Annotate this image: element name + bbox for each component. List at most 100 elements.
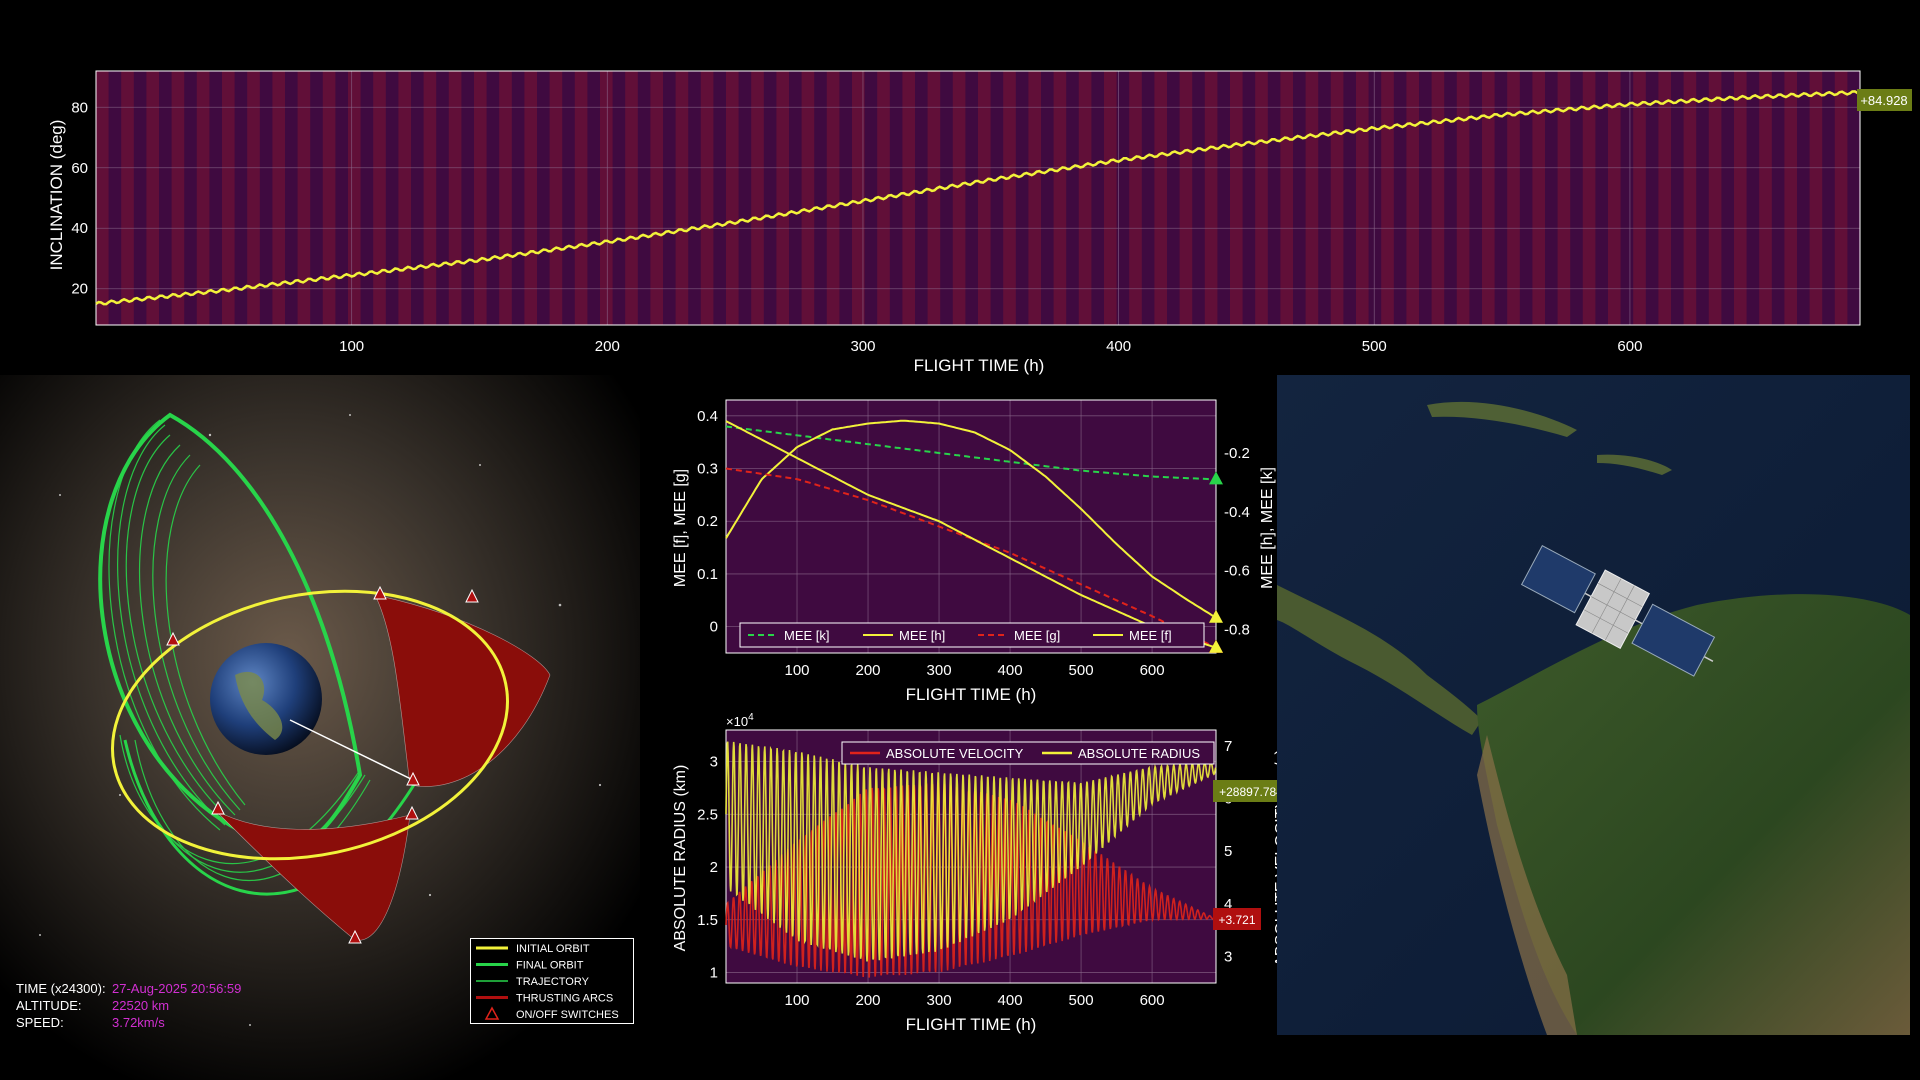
thrust-stripe bbox=[928, 71, 941, 325]
thrust-stripe bbox=[726, 71, 739, 325]
thrust-stripe bbox=[524, 71, 537, 325]
thrust-stripe bbox=[1482, 71, 1495, 325]
hud-readout: TIME (x24300): 27-Aug-2025 20:56:59 ALTIT… bbox=[16, 980, 241, 1031]
speed-label: SPEED: bbox=[16, 1014, 112, 1031]
svg-text:+3.721: +3.721 bbox=[1218, 913, 1255, 927]
x-tick-label: 600 bbox=[1140, 662, 1165, 679]
earth bbox=[210, 643, 322, 755]
x-tick-label: 500 bbox=[1069, 992, 1094, 1009]
mee-ylabel-right: MEE [h], MEE [k] bbox=[1259, 467, 1276, 589]
thrust-stripe bbox=[1709, 71, 1722, 325]
thrust-stripe bbox=[1810, 71, 1823, 325]
x-tick-label: 600 bbox=[1140, 992, 1165, 1009]
y-tick-label: 0.1 bbox=[697, 566, 718, 583]
x-tick-label: 200 bbox=[595, 338, 620, 355]
thrust-stripe bbox=[978, 71, 991, 325]
thrust-stripe bbox=[1180, 71, 1193, 325]
x-tick-label: 300 bbox=[850, 338, 875, 355]
thrust-stripe bbox=[1684, 71, 1697, 325]
legend-label: MEE [g] bbox=[1014, 628, 1060, 643]
mee-ylabel-left: MEE [f], MEE [g] bbox=[672, 469, 689, 587]
thrust-stripe bbox=[1205, 71, 1218, 325]
orbit-legend-label: THRUSTING ARCS bbox=[516, 993, 613, 1005]
y-tick-label: 20 bbox=[71, 281, 88, 298]
x-tick-label: 400 bbox=[998, 662, 1023, 679]
thrust-stripe bbox=[676, 71, 689, 325]
time-value: 27-Aug-2025 20:56:59 bbox=[112, 980, 241, 997]
thrust-stripe bbox=[575, 71, 588, 325]
thrust-stripe bbox=[827, 71, 840, 325]
thrust-stripe bbox=[751, 71, 764, 325]
inclination-ylabel: INCLINATION (deg) bbox=[47, 120, 66, 271]
thrust-stripe bbox=[424, 71, 437, 325]
vr-xlabel: FLIGHT TIME (h) bbox=[906, 1015, 1037, 1034]
ground-view[interactable] bbox=[1277, 375, 1910, 1035]
thrust-stripe bbox=[298, 71, 311, 325]
thrust-stripe bbox=[222, 71, 235, 325]
thrust-stripe bbox=[600, 71, 613, 325]
velocity-end-tag: +3.721 bbox=[1213, 908, 1261, 930]
thrust-stripe bbox=[197, 71, 210, 325]
inclination-end-tag: +84.928 bbox=[1857, 89, 1912, 111]
y-tick-label: 40 bbox=[71, 220, 88, 237]
y-tick-label: 0.3 bbox=[697, 461, 718, 478]
orbit-legend: INITIAL ORBIT FINAL ORBIT TRAJECTORY THRUST… bbox=[470, 938, 634, 1024]
y-tick-label: 80 bbox=[71, 99, 88, 116]
vr-exponent: ×104 bbox=[726, 712, 754, 729]
plot-area bbox=[726, 400, 1216, 653]
thrust-stripe bbox=[1608, 71, 1621, 325]
thrust-stripe bbox=[902, 71, 915, 325]
legend-label: MEE [k] bbox=[784, 628, 830, 643]
y-tick-label-right: -0.6 bbox=[1224, 563, 1250, 580]
y-tick-label: 60 bbox=[71, 160, 88, 177]
thrust-stripe bbox=[373, 71, 386, 325]
thrust-stripe bbox=[1507, 71, 1520, 325]
thrust-stripe bbox=[1633, 71, 1646, 325]
thrust-stripe bbox=[1432, 71, 1445, 325]
thrust-stripe bbox=[1104, 71, 1117, 325]
legend-label: ABSOLUTE RADIUS bbox=[1078, 746, 1200, 761]
orbit-legend-label: TRAJECTORY bbox=[516, 976, 590, 988]
x-tick-label: 600 bbox=[1617, 338, 1642, 355]
y-tick-label: 2 bbox=[710, 859, 718, 876]
thrust-stripe bbox=[172, 71, 185, 325]
thrust-stripe bbox=[1154, 71, 1167, 325]
inclination-chart: INCLINATION (deg) FLIGHT TIME (h) 100 200… bbox=[0, 0, 1920, 380]
y-tick-label: 0 bbox=[710, 619, 718, 636]
thrust-stripe bbox=[1835, 71, 1848, 325]
thrust-stripe bbox=[96, 71, 109, 325]
inclination-xlabel: FLIGHT TIME (h) bbox=[914, 356, 1045, 375]
svg-text:+84.928: +84.928 bbox=[1860, 93, 1907, 108]
thrust-stripe bbox=[474, 71, 487, 325]
thrust-stripe bbox=[802, 71, 815, 325]
y-tick-label-right: -0.4 bbox=[1224, 504, 1250, 521]
y-tick-label-right: -0.2 bbox=[1224, 445, 1250, 462]
thrust-stripe bbox=[1457, 71, 1470, 325]
thrust-stripe bbox=[1331, 71, 1344, 325]
orbit-legend-label: INITIAL ORBIT bbox=[516, 943, 590, 955]
legend-label: MEE [f] bbox=[1129, 628, 1172, 643]
thrust-stripe bbox=[323, 71, 336, 325]
orbit-legend-label: ON/OFF SWITCHES bbox=[516, 1009, 619, 1021]
y-tick-label: 3 bbox=[710, 754, 718, 771]
y-tick-label-right: 5 bbox=[1224, 843, 1232, 860]
thrust-stripe bbox=[1280, 71, 1293, 325]
thrust-stripe bbox=[1003, 71, 1016, 325]
vr-legend: ABSOLUTE VELOCITY ABSOLUTE RADIUS bbox=[842, 742, 1214, 764]
thrust-stripe bbox=[1129, 71, 1142, 325]
y-tick-label-right: 7 bbox=[1224, 738, 1232, 755]
thrust-stripe bbox=[1658, 71, 1671, 325]
thrust-stripe bbox=[1255, 71, 1268, 325]
svg-text:+28897.784: +28897.784 bbox=[1219, 785, 1283, 799]
mee-legend: MEE [k] MEE [h] MEE [g] MEE [f] bbox=[740, 623, 1204, 647]
legend-label: MEE [h] bbox=[899, 628, 945, 643]
thrust-stripe bbox=[1306, 71, 1319, 325]
time-label: TIME (x24300): bbox=[16, 980, 112, 997]
thrust-stripe bbox=[272, 71, 285, 325]
y-tick-label: 1.5 bbox=[697, 912, 718, 929]
thrust-stripe bbox=[1079, 71, 1092, 325]
y-tick-label-right: -0.8 bbox=[1224, 621, 1250, 638]
y-tick-label-right: 3 bbox=[1224, 949, 1232, 966]
x-tick-label: 200 bbox=[856, 992, 881, 1009]
y-tick-label: 2.5 bbox=[697, 806, 718, 823]
